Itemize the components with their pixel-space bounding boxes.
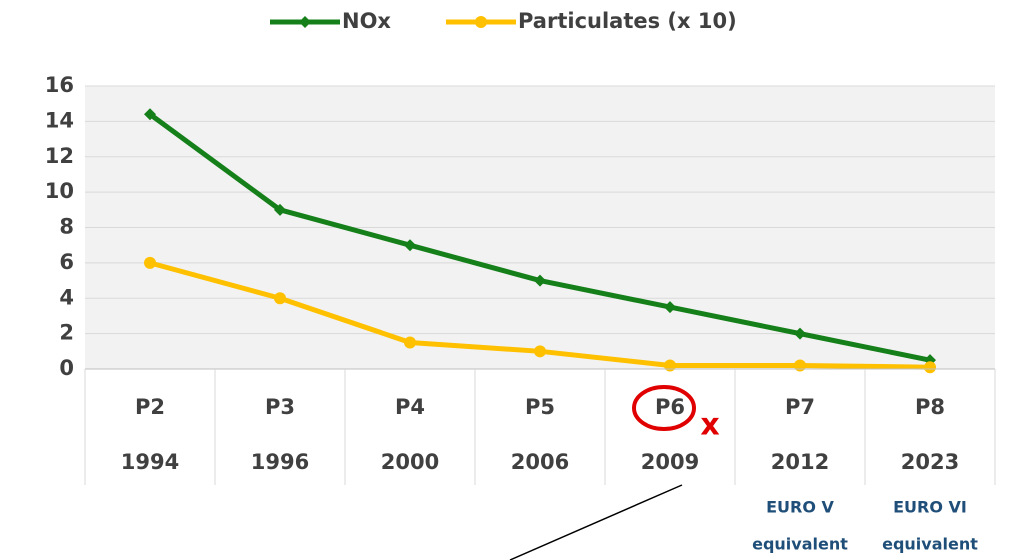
x-tick-label: P3 xyxy=(265,395,295,419)
x-tick-year: 2012 xyxy=(771,450,829,474)
x-tick-label: P2 xyxy=(135,395,165,419)
x-tick-year: 2000 xyxy=(381,450,439,474)
marks xyxy=(85,85,995,374)
x-tick-year: 2006 xyxy=(511,450,569,474)
annotation: EURO V xyxy=(766,498,834,517)
y-tick-label: 6 xyxy=(59,250,74,274)
legend-label: Particulates (x 10) xyxy=(518,9,737,33)
x-tick-label: P4 xyxy=(395,395,425,419)
point xyxy=(794,359,806,372)
highlight-circle xyxy=(632,385,696,431)
annotation: equivalent xyxy=(752,535,848,554)
annotation: EURO VI xyxy=(893,498,967,517)
x-tick-year: 2023 xyxy=(901,450,959,474)
x-tick-year: 2009 xyxy=(641,450,699,474)
y-tick-label: 12 xyxy=(45,144,74,168)
point xyxy=(534,345,546,358)
x-tick-label: P8 xyxy=(915,395,945,419)
y-tick-label: 10 xyxy=(45,179,74,203)
y-tick-label: 8 xyxy=(59,215,74,239)
x-tick-year: 1996 xyxy=(251,450,309,474)
x-tick-label: P6 xyxy=(655,395,685,419)
y-tick-label: 0 xyxy=(59,356,74,380)
point xyxy=(794,327,806,340)
annotation: equivalent xyxy=(882,535,978,554)
cross-mark: x xyxy=(700,408,719,443)
y-tick-label: 16 xyxy=(45,73,74,97)
point xyxy=(144,256,156,269)
point xyxy=(404,239,416,252)
point xyxy=(404,336,416,349)
x-tick-label: P5 xyxy=(525,395,555,419)
y-tick-label: 2 xyxy=(59,321,74,345)
point xyxy=(274,203,286,216)
legend-marker xyxy=(299,16,311,28)
point xyxy=(664,359,676,372)
x-tick-label: P7 xyxy=(785,395,815,419)
pointer-line xyxy=(509,484,683,560)
point xyxy=(664,301,676,314)
point xyxy=(274,292,286,305)
y-tick-label: 4 xyxy=(59,285,74,309)
x-tick-year: 1994 xyxy=(121,450,179,474)
legend-marker xyxy=(474,16,487,28)
point xyxy=(144,108,156,121)
point xyxy=(534,274,546,287)
y-tick-label: 14 xyxy=(45,108,74,132)
point xyxy=(924,361,936,374)
legend-label: NOx xyxy=(342,9,391,33)
